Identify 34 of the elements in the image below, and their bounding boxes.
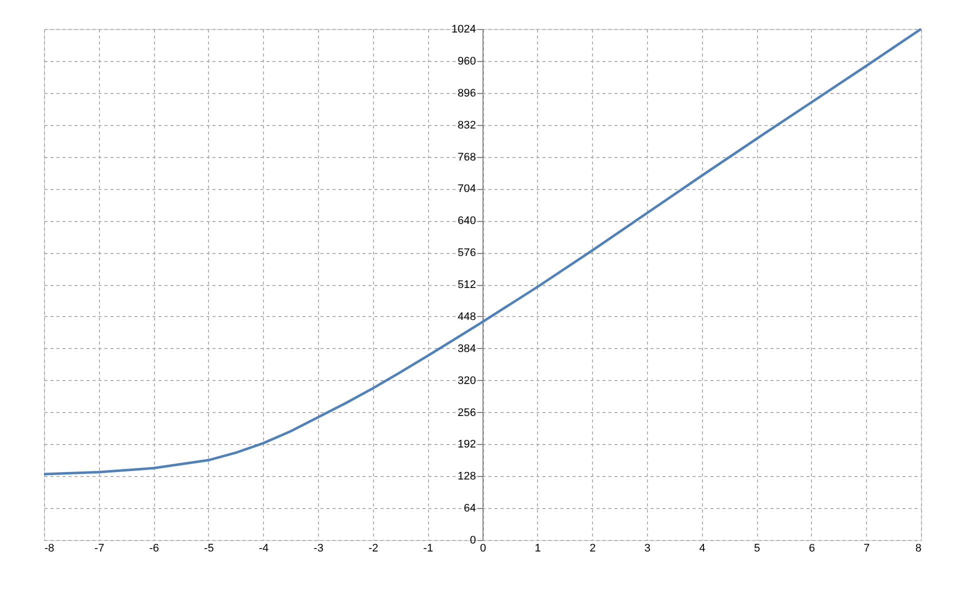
x-tick-label: 0	[480, 542, 486, 554]
y-tick-label: 896	[458, 87, 476, 100]
x-tick-label: 4	[699, 542, 706, 554]
y-tick-label: 704	[458, 183, 476, 196]
x-tick-label: 1	[534, 542, 541, 554]
x-tick-label: -8	[44, 542, 54, 554]
y-tick-label: 64	[464, 502, 476, 515]
x-tick-label: 2	[590, 542, 596, 554]
y-tick-label: 640	[458, 215, 476, 228]
y-tick-label: 512	[458, 279, 476, 291]
y-tick-label: 384	[458, 342, 476, 355]
x-tick-label: 7	[864, 542, 870, 554]
y-tick-label: 960	[458, 55, 476, 68]
y-tick-label: 832	[458, 119, 476, 132]
y-tick-label: 768	[458, 151, 476, 164]
x-tick-label: -3	[314, 542, 324, 554]
x-tick-label: -2	[368, 542, 378, 554]
x-tick-label: -1	[423, 542, 434, 554]
x-tick-label: -5	[204, 542, 214, 554]
y-tick-label: 1024	[452, 24, 476, 36]
y-tick-label: 320	[458, 374, 476, 387]
y-tick-label: 256	[458, 406, 476, 419]
y-tick-label: 192	[458, 438, 476, 451]
y-tick-label: 576	[458, 247, 476, 260]
x-tick-label: -6	[149, 542, 160, 554]
x-tick-label: -7	[94, 542, 104, 554]
x-tick-label: 8	[915, 542, 922, 554]
x-tick-label: 6	[808, 542, 815, 554]
y-tick-label: 128	[458, 470, 476, 483]
x-tick-label: -4	[258, 542, 269, 554]
y-tick-label: 0	[470, 534, 476, 546]
x-tick-label: 3	[644, 542, 650, 554]
y-tick-label: 448	[458, 310, 476, 323]
x-tick-label: 5	[754, 542, 760, 554]
